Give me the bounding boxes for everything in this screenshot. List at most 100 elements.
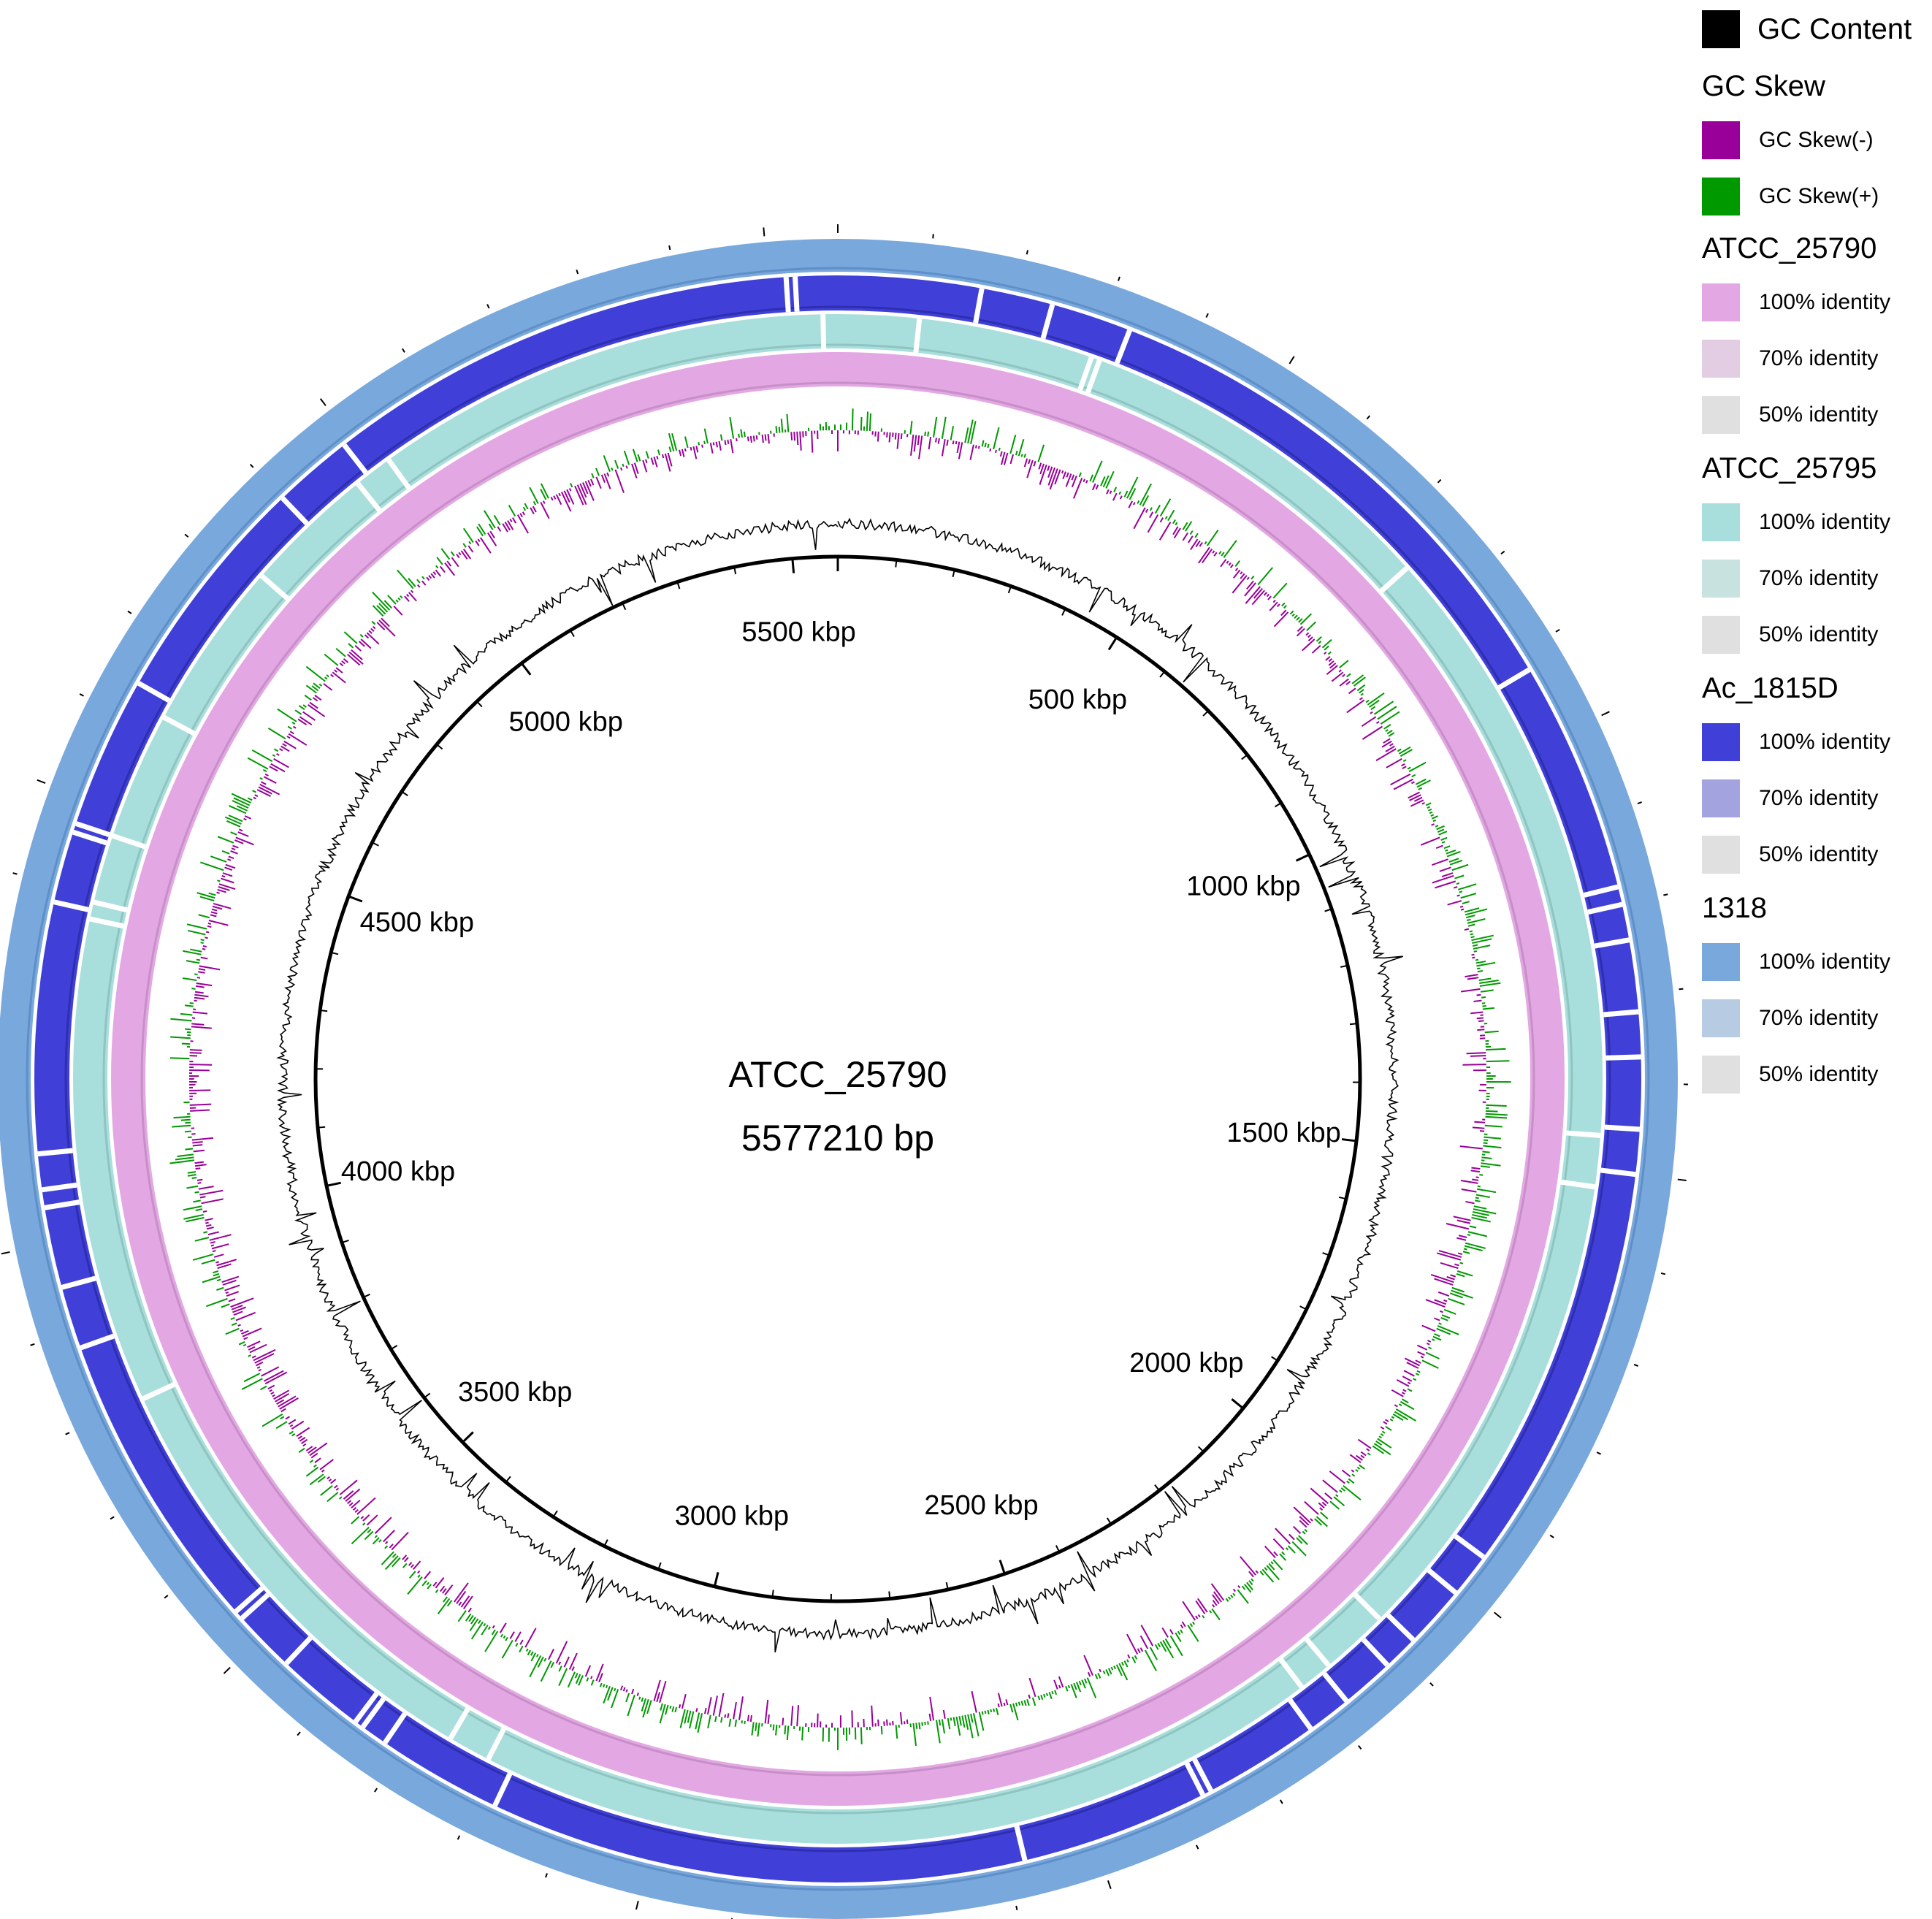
gc-skew-bar bbox=[1380, 1426, 1385, 1430]
gc-skew-bar bbox=[1481, 1159, 1485, 1161]
gc-skew-bar bbox=[522, 506, 527, 511]
gc-skew-bar bbox=[1331, 671, 1344, 682]
legend: GC Content GC Skew GC Skew(-) GC Skew(+)… bbox=[1702, 0, 1932, 1919]
gc-skew-bar bbox=[1142, 495, 1150, 507]
gc-skew-bar bbox=[1161, 1627, 1169, 1638]
gc-skew-bar bbox=[238, 828, 243, 832]
outer-tick bbox=[110, 1516, 115, 1520]
gc-skew-bar bbox=[1453, 886, 1458, 889]
gc-skew-bar bbox=[1472, 938, 1492, 945]
gc-skew-bar bbox=[1472, 1211, 1489, 1216]
gc-skew-bar bbox=[1345, 680, 1351, 685]
blast-gap bbox=[137, 681, 171, 703]
legend-item: 100% identity bbox=[1702, 503, 1890, 541]
gc-skew-bar bbox=[1375, 1440, 1383, 1446]
gc-skew-bar bbox=[251, 749, 273, 763]
kbp-label: 500 kbp bbox=[1028, 684, 1127, 715]
gc-skew-bar bbox=[320, 1484, 333, 1496]
gc-skew-bar bbox=[600, 474, 606, 483]
gc-skew-bar bbox=[492, 1625, 495, 1629]
gc-skew-bar bbox=[280, 745, 290, 752]
gc-skew-bar bbox=[1471, 934, 1494, 942]
gc-skew-bar bbox=[436, 557, 443, 565]
gc-skew-bar bbox=[297, 1435, 302, 1440]
blast-gap bbox=[1566, 1130, 1601, 1138]
gc-skew-bar bbox=[291, 1420, 305, 1430]
kbp-tick bbox=[1007, 586, 1012, 594]
gc-skew-bar bbox=[1181, 1621, 1186, 1628]
gc-skew-bar bbox=[1083, 1655, 1093, 1676]
gc-skew-bar bbox=[191, 1137, 214, 1141]
gc-skew-bar bbox=[294, 709, 302, 715]
gc-skew-bar bbox=[637, 454, 641, 462]
gc-skew-bar bbox=[567, 1671, 576, 1688]
kbp-tick bbox=[1299, 1305, 1307, 1311]
gc-skew-bar bbox=[1408, 761, 1427, 773]
gc-skew-bar bbox=[417, 584, 421, 588]
gc-skew-bar bbox=[1435, 844, 1443, 850]
gc-skew-bar bbox=[351, 1499, 361, 1508]
gc-skew-bar bbox=[224, 866, 233, 871]
gc-skew-bar bbox=[1031, 1697, 1036, 1706]
blast-gap bbox=[234, 1586, 264, 1614]
gc-skew-bar bbox=[1430, 814, 1435, 817]
gc-skew-bar bbox=[1454, 1263, 1459, 1267]
gc-skew-bar bbox=[408, 1571, 416, 1579]
gc-skew-bar bbox=[367, 1528, 372, 1533]
gc-skew-bar bbox=[1070, 1684, 1077, 1698]
gc-skew-bar bbox=[189, 1002, 194, 1004]
gc-skew-bar bbox=[1482, 1007, 1494, 1010]
gc-skew-bar bbox=[1418, 787, 1423, 790]
gc-skew-bar bbox=[456, 1590, 467, 1604]
gc-skew-bar bbox=[764, 1699, 769, 1724]
gc-skew-bar bbox=[1396, 1378, 1410, 1387]
gc-skew-bar bbox=[1167, 509, 1175, 522]
gc-skew-bar bbox=[698, 442, 700, 446]
blast-gap bbox=[53, 899, 89, 912]
gc-skew-bar bbox=[1416, 1344, 1428, 1351]
gc-skew-bar bbox=[440, 548, 451, 560]
blast-gap bbox=[973, 288, 985, 324]
gc-skew-bar bbox=[1356, 684, 1366, 692]
gc-skew-bar bbox=[374, 1516, 392, 1534]
gc-skew-bar bbox=[217, 836, 234, 844]
gc-skew-bar bbox=[372, 605, 384, 617]
gc-skew-bar bbox=[1370, 706, 1376, 711]
gc-skew-bar bbox=[184, 1004, 194, 1007]
gc-skew-bar bbox=[247, 1340, 261, 1348]
gc-skew-bar bbox=[1426, 1342, 1430, 1346]
gc-skew-bar bbox=[1209, 1610, 1213, 1614]
gc-skew-bar bbox=[460, 550, 468, 560]
gc-skew-bar bbox=[1177, 1630, 1181, 1636]
gc-skew-bar bbox=[522, 511, 525, 516]
gc-skew-bar bbox=[707, 1714, 711, 1729]
gc-skew-bar bbox=[248, 1346, 256, 1351]
gc-skew-bar bbox=[582, 482, 589, 495]
gc-skew-bar bbox=[1329, 1500, 1340, 1510]
gc-skew-bar bbox=[958, 1716, 962, 1726]
gc-skew-bar bbox=[1431, 815, 1438, 820]
outer-tick bbox=[30, 1343, 35, 1346]
gc-skew-bar bbox=[279, 1397, 299, 1410]
gc-skew-bar bbox=[584, 481, 595, 501]
gc-skew-bar bbox=[210, 911, 218, 915]
gc-skew-bar bbox=[258, 786, 272, 795]
blast-gap bbox=[142, 1381, 176, 1401]
gc-skew-bar bbox=[356, 1497, 376, 1515]
gc-skew-bar bbox=[638, 1696, 641, 1700]
gc-skew-bar bbox=[321, 1469, 325, 1473]
blast-gap bbox=[44, 1199, 80, 1210]
gc-skew-bar bbox=[1033, 460, 1036, 467]
gc-skew-bar bbox=[1328, 658, 1333, 663]
gc-skew-bar bbox=[227, 858, 232, 861]
gc-skew-bar bbox=[1483, 1142, 1488, 1145]
gc-skew-bar bbox=[664, 453, 671, 472]
gc-skew-bar bbox=[550, 496, 554, 501]
gc-skew-bar bbox=[625, 1693, 630, 1703]
gc-skew-bar bbox=[299, 1436, 306, 1442]
gc-skew-bar bbox=[1441, 841, 1446, 844]
gc-skew-bar bbox=[1310, 1518, 1313, 1522]
gc-skew-bar bbox=[437, 1598, 451, 1614]
gc-skew-bar bbox=[1107, 1668, 1112, 1675]
blast-gap bbox=[383, 1712, 408, 1744]
